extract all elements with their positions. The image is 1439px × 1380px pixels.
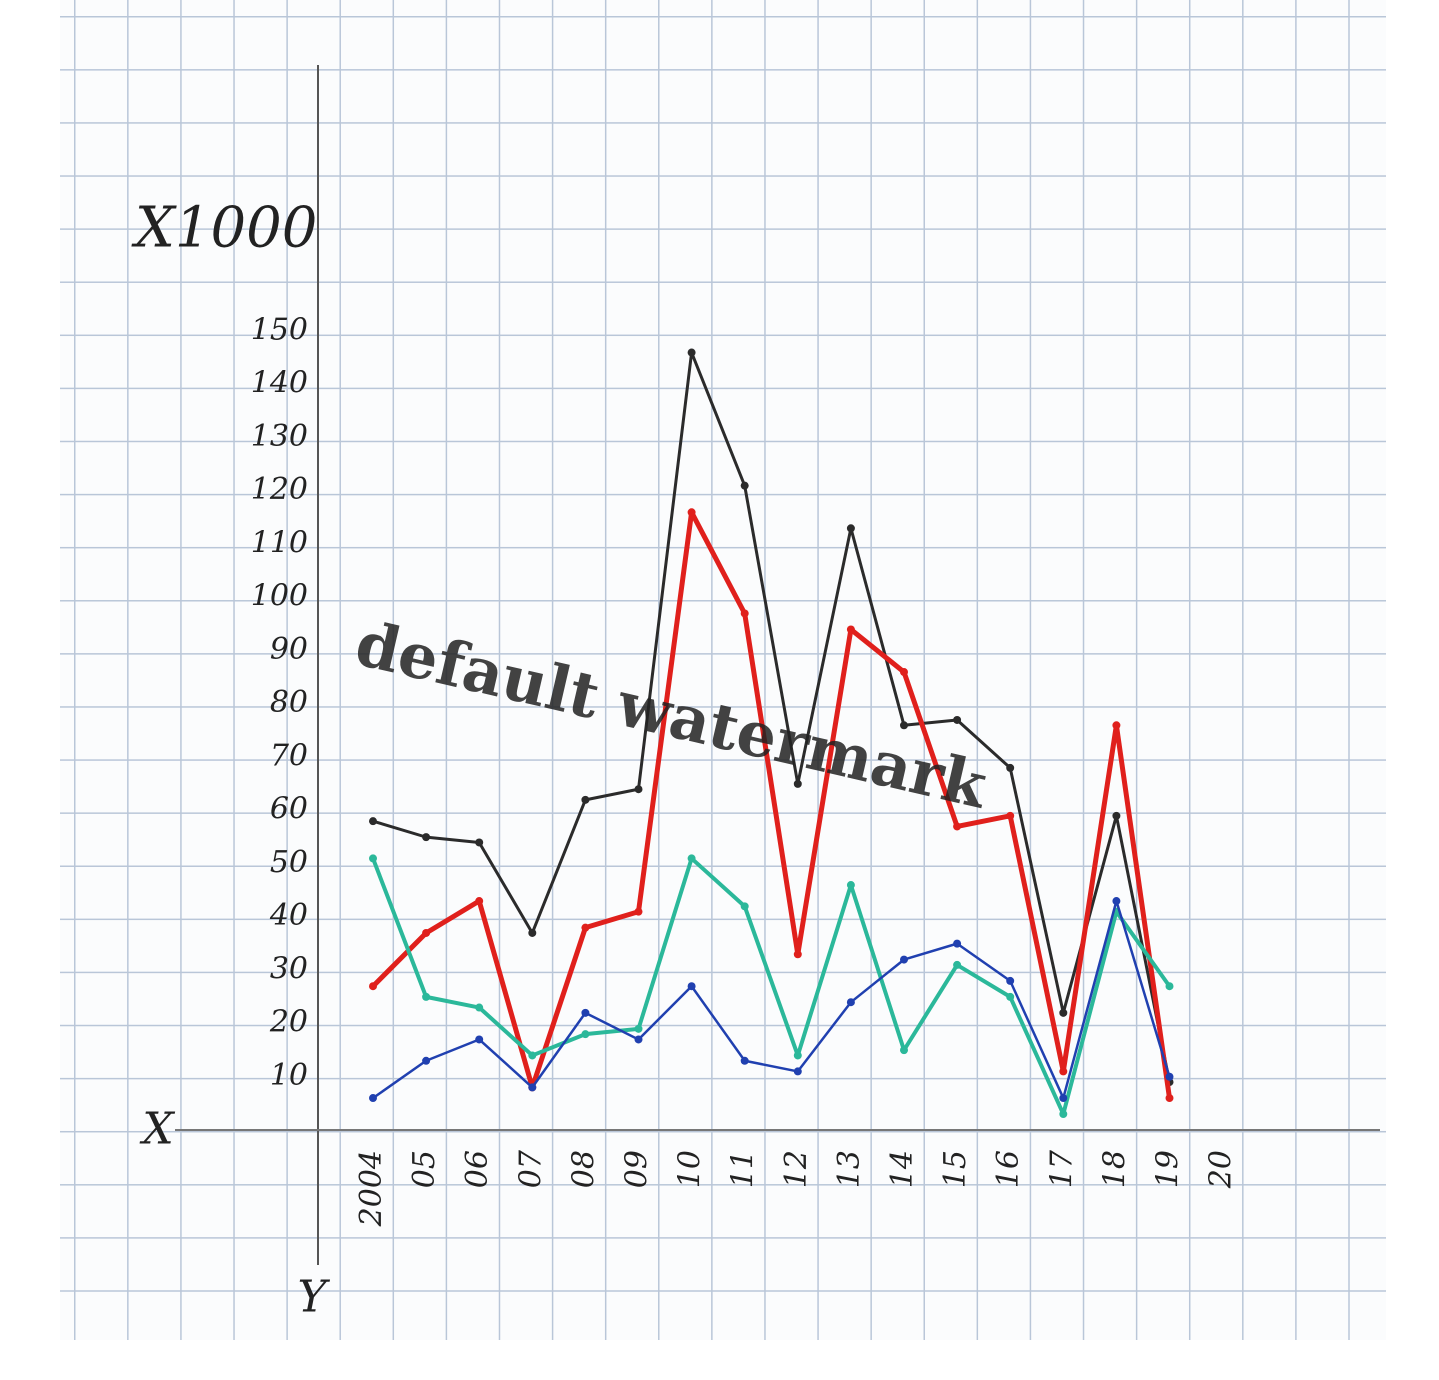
data-point — [1059, 1094, 1067, 1102]
series-line — [373, 858, 1170, 1114]
data-point — [953, 940, 961, 948]
data-point — [475, 897, 483, 905]
data-point — [900, 668, 908, 676]
page: X1000 X Y 102030405060708090100110120130… — [0, 0, 1439, 1380]
x-tick-label: 09 — [620, 1150, 655, 1188]
data-point — [741, 482, 749, 490]
data-point — [900, 1046, 908, 1054]
x-tick-label: 07 — [513, 1149, 548, 1188]
data-point — [422, 929, 430, 937]
data-point — [953, 822, 961, 830]
data-point — [528, 929, 536, 937]
y-tick-label: 110 — [251, 525, 308, 560]
x-tick-label: 14 — [885, 1150, 920, 1188]
x-axis-label: X — [139, 1104, 175, 1155]
x-tick-label: 13 — [832, 1150, 867, 1188]
data-point — [847, 881, 855, 889]
data-point — [422, 833, 430, 841]
data-point — [475, 1004, 483, 1012]
y-tick-label: 50 — [270, 845, 308, 880]
y-tick-label: 40 — [269, 898, 308, 933]
data-point — [528, 1083, 536, 1091]
data-point — [635, 908, 643, 916]
y-tick-label: 130 — [251, 419, 308, 454]
data-point — [475, 1035, 483, 1043]
data-point — [369, 982, 377, 990]
data-point — [1112, 721, 1120, 729]
data-point — [688, 854, 696, 862]
data-point — [422, 1057, 430, 1065]
x-tick-label: 06 — [460, 1150, 495, 1188]
x-tick-label: 2004 — [354, 1150, 389, 1227]
data-point — [1006, 977, 1014, 985]
x-tick-label: 08 — [566, 1150, 601, 1188]
data-point — [422, 993, 430, 1001]
data-point — [635, 785, 643, 793]
data-point — [794, 1051, 802, 1059]
x-tick-label: 15 — [938, 1150, 973, 1188]
y-tick-label: 60 — [270, 792, 308, 827]
data-point — [635, 1035, 643, 1043]
y-tick-label: 30 — [270, 951, 308, 986]
x-tick-label: 20 — [1204, 1150, 1239, 1189]
x-tick-label: 10 — [673, 1150, 708, 1188]
data-point — [581, 1009, 589, 1017]
y-tick-label: 120 — [251, 472, 308, 507]
data-point — [1059, 1110, 1067, 1118]
y-tick-label: 90 — [270, 632, 308, 667]
y-tick-label: 70 — [270, 738, 308, 773]
data-point — [688, 349, 696, 357]
data-point — [953, 961, 961, 969]
x-tick-label: 18 — [1097, 1150, 1132, 1188]
y-tick-label: 20 — [269, 1005, 308, 1040]
x-tick-label: 16 — [991, 1150, 1026, 1188]
y-tick-label: 140 — [251, 366, 308, 401]
y-tick-label: 10 — [270, 1058, 308, 1093]
data-point — [1166, 982, 1174, 990]
data-point — [794, 1067, 802, 1075]
data-point — [1166, 1094, 1174, 1102]
data-point — [688, 982, 696, 990]
chart: X1000 X Y 102030405060708090100110120130… — [0, 0, 1439, 1380]
x-tick-label: 11 — [726, 1150, 761, 1188]
unit-label: X1000 — [131, 196, 317, 261]
data-point — [369, 1094, 377, 1102]
data-point — [1006, 764, 1014, 772]
data-point — [1112, 812, 1120, 820]
data-point — [1166, 1073, 1174, 1081]
series-line — [373, 512, 1170, 1098]
x-tick-label: 17 — [1044, 1149, 1079, 1188]
x-tick-label: 12 — [779, 1150, 814, 1188]
data-point — [369, 854, 377, 862]
y-tick-label: 80 — [270, 685, 308, 720]
data-point — [1112, 897, 1120, 905]
data-point — [847, 998, 855, 1006]
data-point — [1059, 1067, 1067, 1075]
y-axis-label: Y — [297, 1272, 330, 1323]
data-point — [369, 817, 377, 825]
data-point — [741, 1057, 749, 1065]
data-point — [741, 609, 749, 617]
data-point — [688, 508, 696, 516]
data-point — [900, 956, 908, 964]
data-point — [528, 1051, 536, 1059]
data-point — [1059, 1009, 1067, 1017]
x-tick-label: 05 — [407, 1150, 442, 1188]
data-point — [635, 1025, 643, 1033]
x-tick-label: 19 — [1151, 1150, 1186, 1188]
data-point — [847, 524, 855, 532]
data-point — [900, 721, 908, 729]
data-point — [475, 838, 483, 846]
data-point — [1006, 993, 1014, 1001]
data-point — [741, 902, 749, 910]
data-point — [581, 924, 589, 932]
data-point — [1006, 812, 1014, 820]
data-point — [581, 1030, 589, 1038]
data-point — [581, 796, 589, 804]
data-point — [794, 950, 802, 958]
data-point — [953, 716, 961, 724]
y-tick-label: 150 — [251, 312, 308, 347]
y-tick-label: 100 — [251, 579, 308, 614]
data-point — [847, 625, 855, 633]
